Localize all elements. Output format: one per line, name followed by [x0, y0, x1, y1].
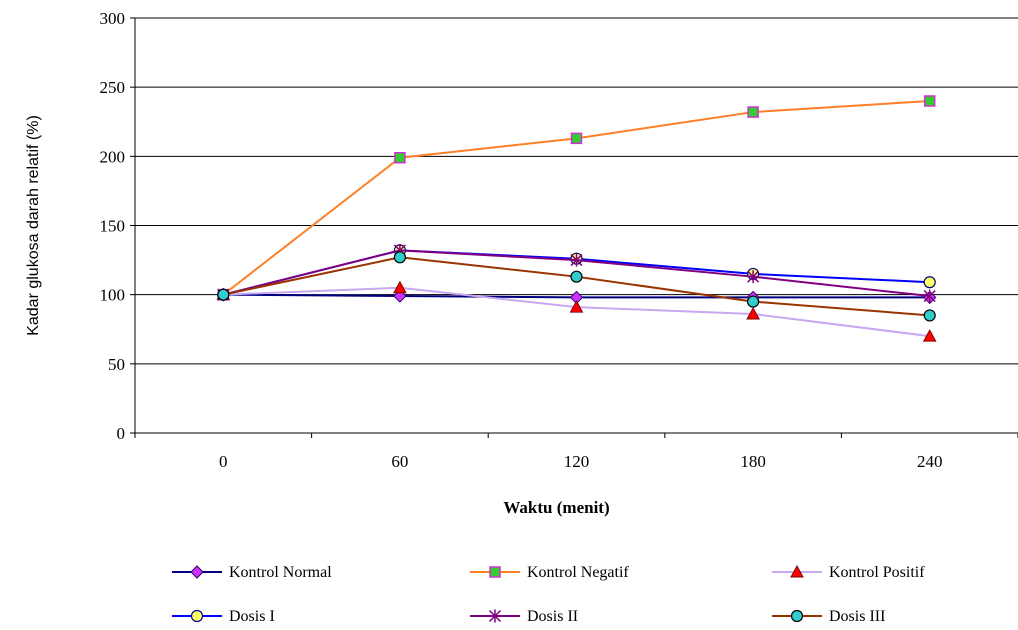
y-tick-label: 300	[100, 9, 126, 28]
x-tick-label: 120	[564, 452, 590, 471]
data-point	[923, 289, 936, 303]
legend-marker	[489, 566, 501, 578]
legend-item: Kontrol Positif	[772, 564, 925, 581]
data-point	[922, 329, 937, 342]
x-tick-label: 180	[740, 452, 766, 471]
legend-label: Dosis III	[829, 608, 885, 625]
data-point	[393, 251, 406, 264]
data-point	[747, 106, 759, 118]
y-tick-labels: 0 50 100 150 200 250 300	[100, 9, 135, 443]
y-tick-label: 200	[100, 147, 126, 166]
y-tick-label: 250	[100, 78, 126, 97]
legend-label: Kontrol Normal	[229, 564, 332, 581]
legend-label: Kontrol Positif	[829, 564, 925, 581]
data-point	[923, 309, 936, 322]
legend-marker	[790, 564, 804, 578]
data-point	[570, 132, 583, 145]
series	[216, 95, 937, 342]
data-point	[923, 95, 936, 107]
legend-marker	[790, 609, 804, 623]
data-point	[394, 151, 406, 164]
x-tick-label: 60	[391, 452, 408, 471]
legend-item: Dosis III	[772, 608, 885, 625]
legend-item: Kontrol Negatif	[470, 564, 629, 581]
data-point	[570, 253, 583, 267]
data-point	[746, 306, 760, 320]
y-tick-label: 50	[108, 355, 125, 374]
y-tick-label: 150	[100, 217, 126, 236]
legend: Kontrol Normal Kontrol Negatif Kontrol Pos…	[172, 564, 925, 625]
data-point	[569, 300, 584, 313]
legend-marker	[488, 609, 502, 623]
data-point	[570, 270, 583, 283]
x-tick-label: 240	[917, 452, 943, 471]
legend-label: Dosis I	[229, 608, 275, 625]
data-point	[393, 280, 407, 294]
legend-marker	[190, 609, 204, 623]
legend-item: Dosis II	[470, 608, 578, 625]
series-dosis-iii	[217, 251, 936, 322]
x-axis-title: Waktu (menit)	[503, 498, 609, 517]
data-point	[747, 270, 760, 284]
legend-item: Dosis I	[172, 608, 275, 625]
y-axis-title: Kadar glukosa darah relatif (%)	[25, 115, 42, 336]
series-kontrol-positif	[216, 280, 937, 342]
legend-label: Dosis II	[527, 608, 578, 625]
data-point	[746, 295, 760, 308]
data-point	[923, 276, 936, 289]
y-tick-label: 100	[100, 286, 126, 305]
legend-label: Kontrol Negatif	[527, 564, 629, 581]
x-tick-labels: 0 60 120 180 240	[134, 433, 1018, 471]
y-tick-label: 0	[117, 424, 126, 443]
legend-marker	[190, 565, 204, 579]
legend-item: Kontrol Normal	[172, 564, 332, 581]
x-tick-label: 0	[219, 452, 228, 471]
data-point	[217, 288, 230, 301]
